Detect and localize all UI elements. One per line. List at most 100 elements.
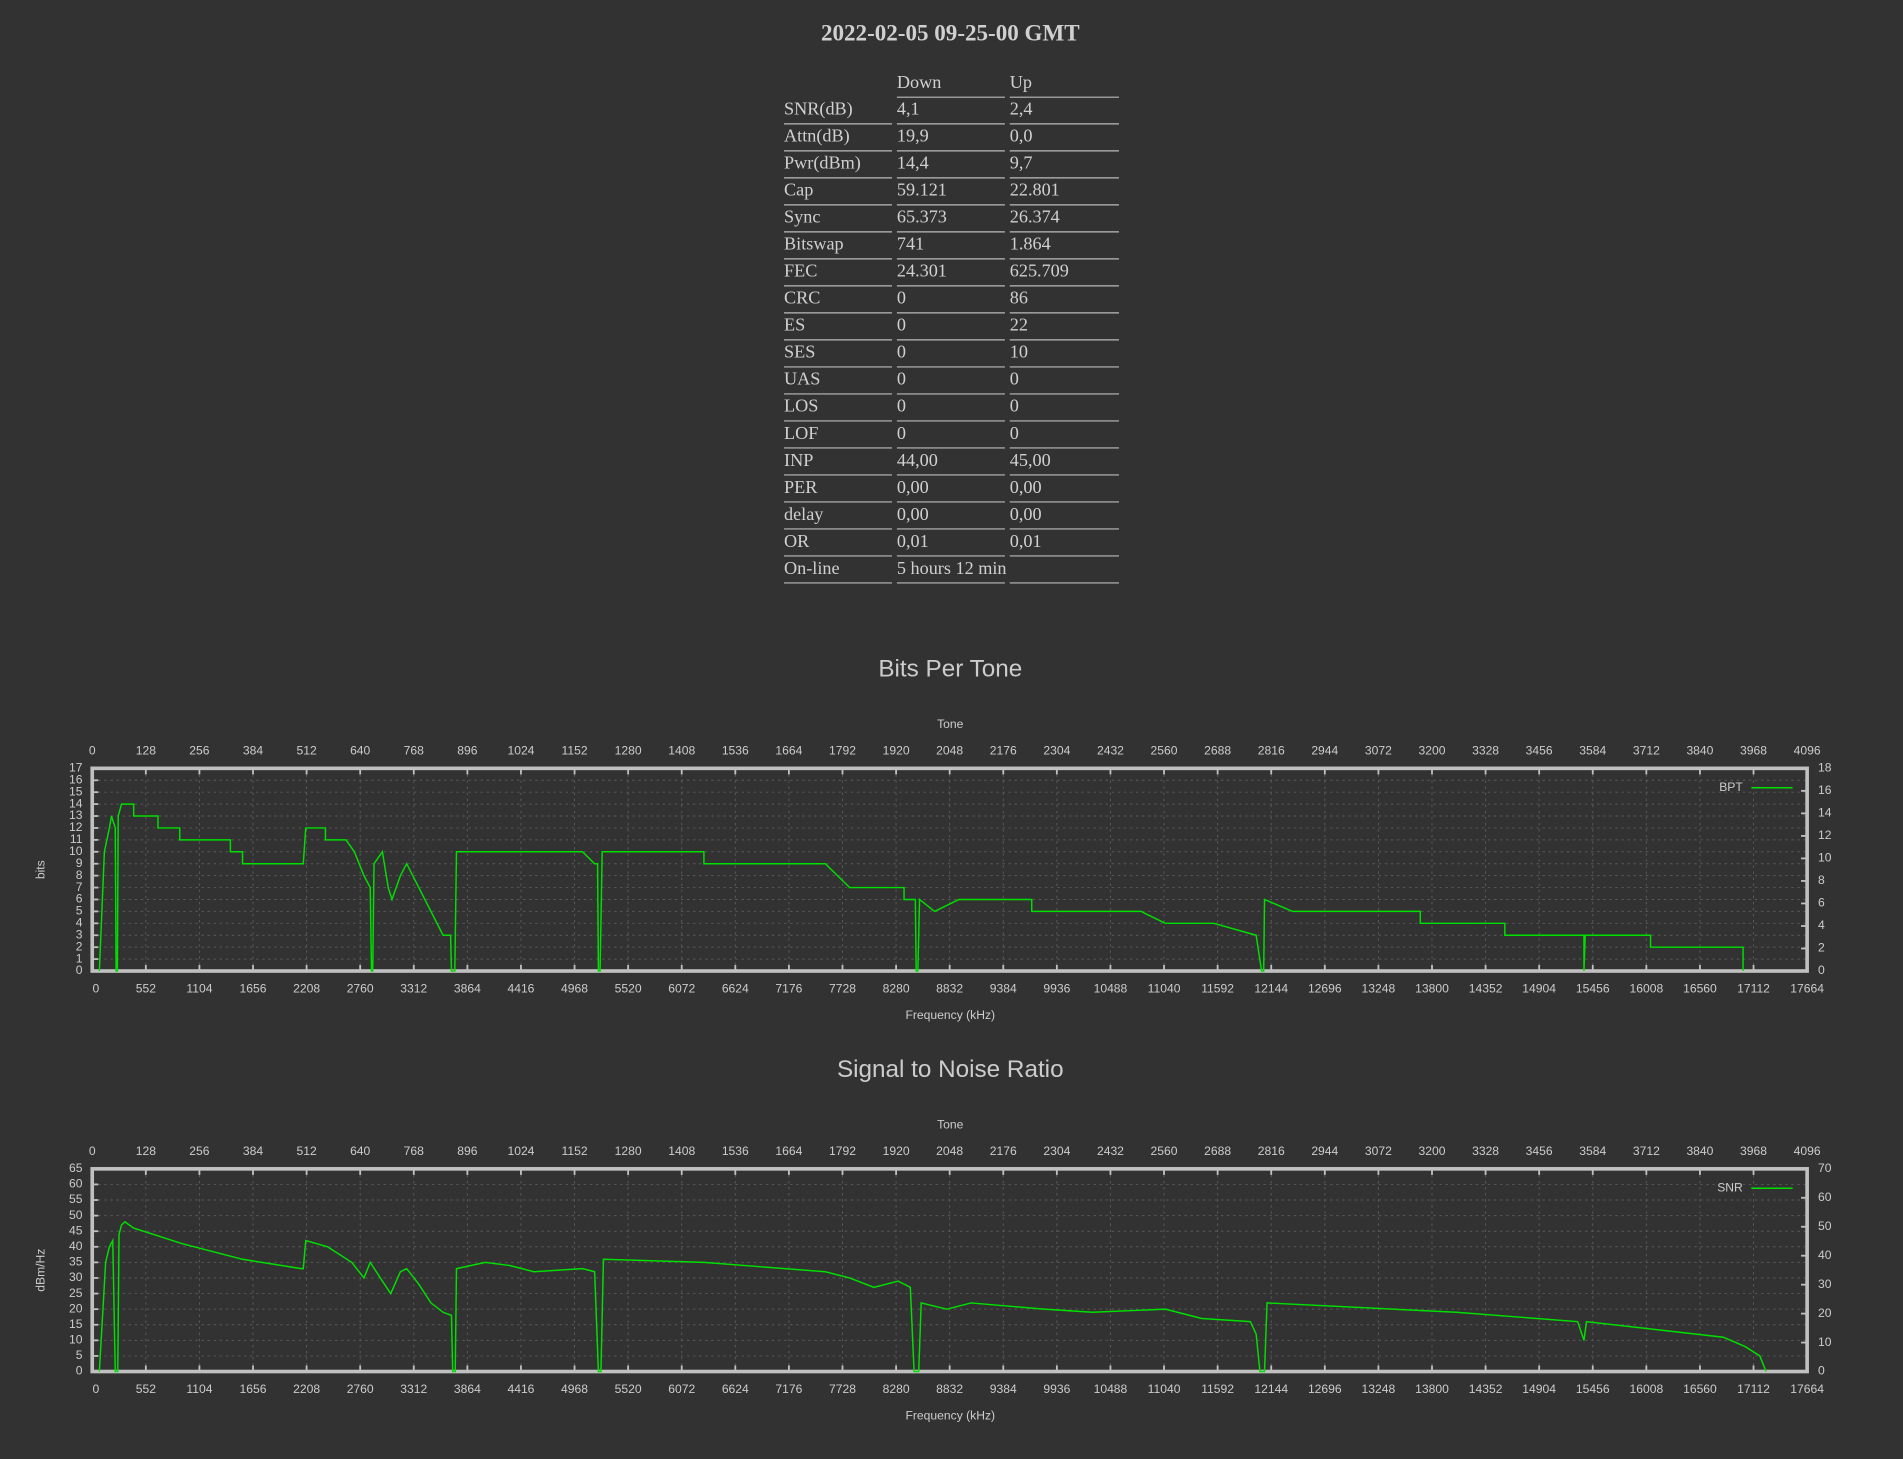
table-cell: UAS (784, 369, 820, 389)
y2-tick-label: 16 (1818, 783, 1832, 797)
x2-tick-label: 552 (136, 1382, 156, 1396)
legend-label: BPT (1719, 780, 1743, 794)
x-tick-label: 2816 (1258, 744, 1285, 758)
x2-tick-label: 4968 (561, 1382, 588, 1396)
x2-tick-label: 14904 (1522, 1382, 1556, 1396)
x-tick-label: 3584 (1579, 744, 1606, 758)
table-cell: 0 (897, 369, 906, 389)
table-cell: 44,00 (897, 450, 938, 470)
y-axis-label: dBm/Hz (33, 1249, 47, 1292)
x2-tick-label: 14352 (1469, 981, 1503, 995)
table-cell: 0,00 (897, 504, 929, 524)
x2-axis-label: Frequency (kHz) (905, 1409, 995, 1423)
y-tick-label: 20 (69, 1301, 83, 1315)
x2-tick-label: 0 (93, 1382, 100, 1396)
x-tick-label: 512 (296, 744, 316, 758)
table-cell: 741 (897, 234, 924, 254)
y2-tick-label: 70 (1818, 1161, 1832, 1175)
y2-tick-label: 12 (1818, 828, 1832, 842)
page-title: 2022-02-05 09-25-00 GMT (821, 20, 1080, 46)
x-tick-label: 4096 (1794, 1144, 1821, 1158)
x-tick-label: 2688 (1204, 1144, 1231, 1158)
table-cell: 5 hours 12 min (897, 558, 1007, 578)
y2-tick-label: 40 (1818, 1248, 1832, 1262)
x-tick-label: 1664 (775, 1144, 802, 1158)
x2-tick-label: 13248 (1362, 1382, 1396, 1396)
x-tick-label: 1280 (615, 1144, 642, 1158)
y2-tick-label: 10 (1818, 1335, 1832, 1349)
x-tick-label: 896 (457, 1144, 477, 1158)
y-tick-label: 55 (69, 1192, 83, 1206)
x-tick-label: 384 (243, 744, 263, 758)
y-tick-label: 2 (76, 939, 83, 953)
table-cell: 22.801 (1010, 180, 1060, 200)
y2-tick-label: 0 (1818, 963, 1825, 977)
x-tick-label: 768 (404, 1144, 424, 1158)
y-tick-label: 1 (76, 951, 83, 965)
y-tick-label: 9 (76, 856, 83, 870)
y-tick-label: 60 (69, 1177, 83, 1191)
y-tick-label: 3 (76, 927, 83, 941)
x-tick-label: 1408 (668, 1144, 695, 1158)
x-tick-label: 3712 (1633, 1144, 1660, 1158)
x-tick-label: 128 (136, 744, 156, 758)
x-tick-label: 3200 (1418, 744, 1445, 758)
x2-tick-label: 17664 (1790, 1382, 1824, 1396)
table-cell: SNR(dB) (784, 99, 853, 120)
x-axis-label: Tone (937, 1117, 964, 1131)
y2-tick-label: 6 (1818, 896, 1825, 910)
x2-axis-label: Frequency (kHz) (905, 1008, 995, 1022)
x-tick-label: 512 (296, 1144, 316, 1158)
y-tick-label: 10 (69, 1333, 83, 1347)
y-tick-label: 16 (69, 772, 83, 786)
x-tick-label: 4096 (1794, 744, 1821, 758)
x-tick-label: 640 (350, 1144, 370, 1158)
y-tick-label: 13 (69, 808, 83, 822)
table-cell: 0 (1010, 423, 1019, 443)
x2-tick-label: 3864 (454, 981, 481, 995)
x2-tick-label: 16008 (1629, 981, 1663, 995)
x2-tick-label: 12144 (1254, 981, 1288, 995)
y2-tick-label: 0 (1818, 1364, 1825, 1378)
table-cell: 45,00 (1010, 450, 1051, 470)
x2-tick-label: 8832 (936, 1382, 963, 1396)
x2-tick-label: 11040 (1148, 981, 1181, 995)
x2-tick-label: 15456 (1576, 981, 1610, 995)
y-tick-label: 25 (69, 1286, 83, 1300)
x-tick-label: 2304 (1043, 1144, 1070, 1158)
x-tick-label: 0 (89, 1144, 96, 1158)
x2-tick-label: 6072 (668, 981, 695, 995)
x2-tick-label: 4416 (507, 981, 534, 995)
x-tick-label: 2432 (1097, 744, 1124, 758)
y-tick-label: 50 (69, 1208, 83, 1222)
x2-tick-label: 2760 (347, 981, 374, 995)
x2-tick-label: 11592 (1201, 981, 1234, 995)
table-cell: delay (784, 504, 824, 524)
x2-tick-label: 552 (136, 981, 156, 995)
x2-tick-label: 12696 (1308, 1382, 1342, 1396)
y-tick-label: 30 (69, 1270, 83, 1284)
plot-border (90, 1167, 1809, 1374)
x-tick-label: 1280 (615, 744, 642, 758)
y-tick-label: 17 (69, 761, 83, 775)
table-cell: ES (784, 315, 805, 335)
x2-tick-label: 8832 (936, 981, 963, 995)
x2-tick-label: 7176 (775, 1382, 802, 1396)
y-tick-label: 0 (76, 1364, 83, 1378)
x-tick-label: 2176 (990, 1144, 1017, 1158)
table-cell: 0,01 (1010, 531, 1042, 551)
table-cell: Cap (784, 180, 813, 200)
x-tick-label: 2048 (936, 744, 963, 758)
table-cell: 0 (897, 315, 906, 335)
x2-tick-label: 17112 (1737, 981, 1770, 995)
x-tick-label: 3712 (1633, 744, 1660, 758)
table-cell: Pwr(dBm) (784, 153, 861, 174)
y2-tick-label: 50 (1818, 1219, 1832, 1233)
x2-tick-label: 3312 (400, 981, 427, 995)
x2-tick-label: 4416 (507, 1382, 534, 1396)
y-tick-label: 12 (69, 820, 83, 834)
table-cell: 19,9 (897, 126, 929, 146)
y-tick-label: 15 (69, 1317, 83, 1331)
column-header: Up (1010, 72, 1032, 92)
